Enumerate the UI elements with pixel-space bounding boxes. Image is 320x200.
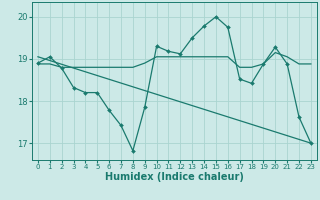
X-axis label: Humidex (Indice chaleur): Humidex (Indice chaleur) [105,172,244,182]
